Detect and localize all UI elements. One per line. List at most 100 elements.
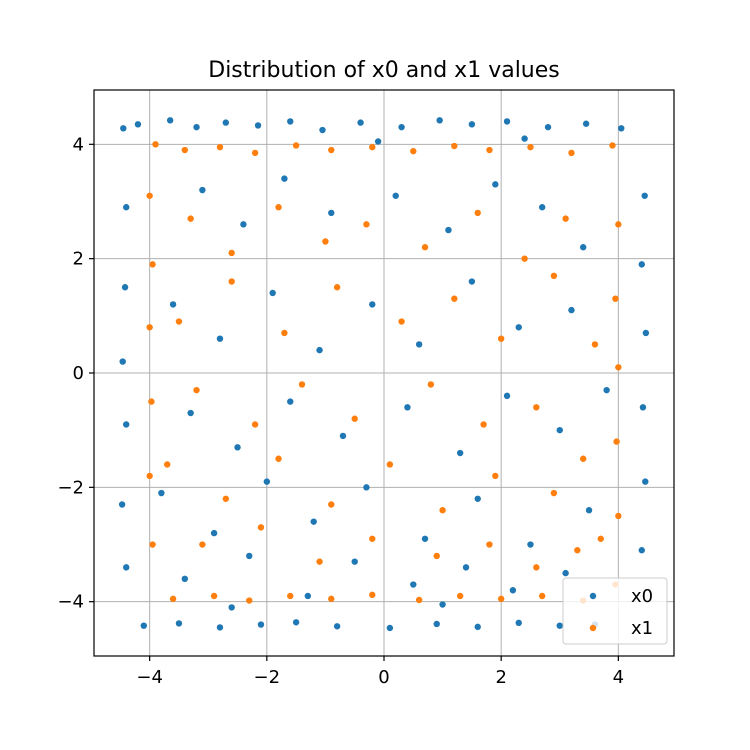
data-point-x0 [386,624,394,632]
data-point-x1 [328,501,335,508]
data-point-x0 [556,622,563,629]
x-tick-label: 4 [613,667,624,688]
legend-label-x0: x0 [631,586,653,607]
data-point-x0 [123,564,130,571]
x-tick-label: 0 [378,667,389,688]
data-point-x1 [579,455,587,462]
data-point-x0 [521,135,528,142]
data-point-x0 [515,619,522,627]
data-point-x0 [123,421,130,428]
y-tick-label: −4 [57,592,84,613]
data-point-x0 [639,404,647,411]
data-point-x0 [351,558,358,565]
data-point-x1 [146,192,153,199]
data-point-x0 [503,392,511,400]
data-point-x1 [609,142,616,149]
data-point-x0 [641,192,648,199]
data-point-x0 [433,620,440,628]
data-point-x1 [246,597,253,604]
data-point-x0 [456,449,464,457]
data-point-x1 [228,249,235,257]
data-point-x0 [228,604,235,611]
data-point-x1 [480,421,487,428]
data-point-x1 [149,541,156,548]
data-point-x1 [369,591,376,599]
data-point-x0 [339,432,347,440]
data-point-x0 [579,244,587,251]
data-point-x1 [451,295,458,302]
legend-box [562,577,668,645]
y-tick-label: 4 [73,134,84,155]
data-point-x1 [527,143,534,151]
data-point-x0 [638,261,645,268]
series-x0 [118,117,650,632]
data-point-x1 [486,541,493,548]
data-point-x1 [492,472,499,480]
data-point-x0 [269,289,276,297]
data-point-x1 [199,541,206,548]
data-point-x0 [193,123,200,131]
data-point-x0 [333,623,341,630]
legend: x0 x1 [562,577,668,645]
data-point-x0 [421,535,429,542]
data-point-x0 [527,541,534,548]
data-point-x1 [316,558,323,565]
y-tick-label: −2 [57,477,84,498]
data-point-x0 [257,621,265,628]
data-point-x1 [193,386,200,394]
data-point-x1 [298,381,306,388]
chart-title: Distribution of x0 and x1 values [208,58,560,83]
data-point-x1 [292,142,300,149]
data-point-x0 [199,186,206,194]
data-point-x1 [363,221,370,228]
data-point-x1 [275,455,282,462]
legend-marker-x1 [589,624,597,632]
data-point-x1 [187,215,194,222]
data-point-x0 [603,386,610,394]
data-point-x1 [328,146,335,154]
data-point-x0 [158,489,165,497]
data-point-x1 [538,592,546,600]
data-point-x1 [615,512,622,520]
data-point-x0 [254,122,262,129]
data-point-x1 [550,489,558,497]
data-point-x0 [169,301,177,308]
data-point-x0 [119,358,126,365]
data-point-x0 [246,552,253,560]
data-point-x0 [474,495,481,502]
data-point-x1 [351,415,358,422]
data-point-x1 [456,592,464,600]
data-point-x1 [421,244,429,251]
data-point-x0 [468,278,476,285]
data-point-x1 [574,547,581,554]
data-point-x1 [149,261,156,268]
y-tick-label: 2 [73,249,84,270]
data-point-x1 [410,147,417,155]
data-point-x0 [216,335,224,342]
data-point-x1 [251,421,259,428]
data-point-x0 [292,619,300,626]
data-point-x1 [613,438,620,445]
data-point-x0 [562,569,569,577]
data-point-x1 [222,495,230,502]
data-point-x1 [181,146,189,154]
data-point-x0 [445,226,452,234]
data-point-x0 [357,119,364,126]
data-point-x1 [433,552,440,560]
data-point-x1 [427,381,435,388]
series-x1 [146,141,622,604]
data-point-x0 [118,501,126,508]
data-point-x0 [538,204,546,211]
data-point-x1 [497,335,505,342]
data-point-x0 [492,181,499,188]
data-point-x1 [322,238,329,245]
data-point-x1 [533,564,540,571]
x-tick-label: 2 [495,667,506,688]
data-point-x0 [181,575,189,583]
data-point-x1 [550,272,558,280]
data-point-x1 [152,141,159,148]
data-point-x0 [544,123,552,131]
data-point-x1 [169,595,177,603]
data-point-x0 [222,119,230,126]
x-tick-label: −4 [136,667,163,688]
